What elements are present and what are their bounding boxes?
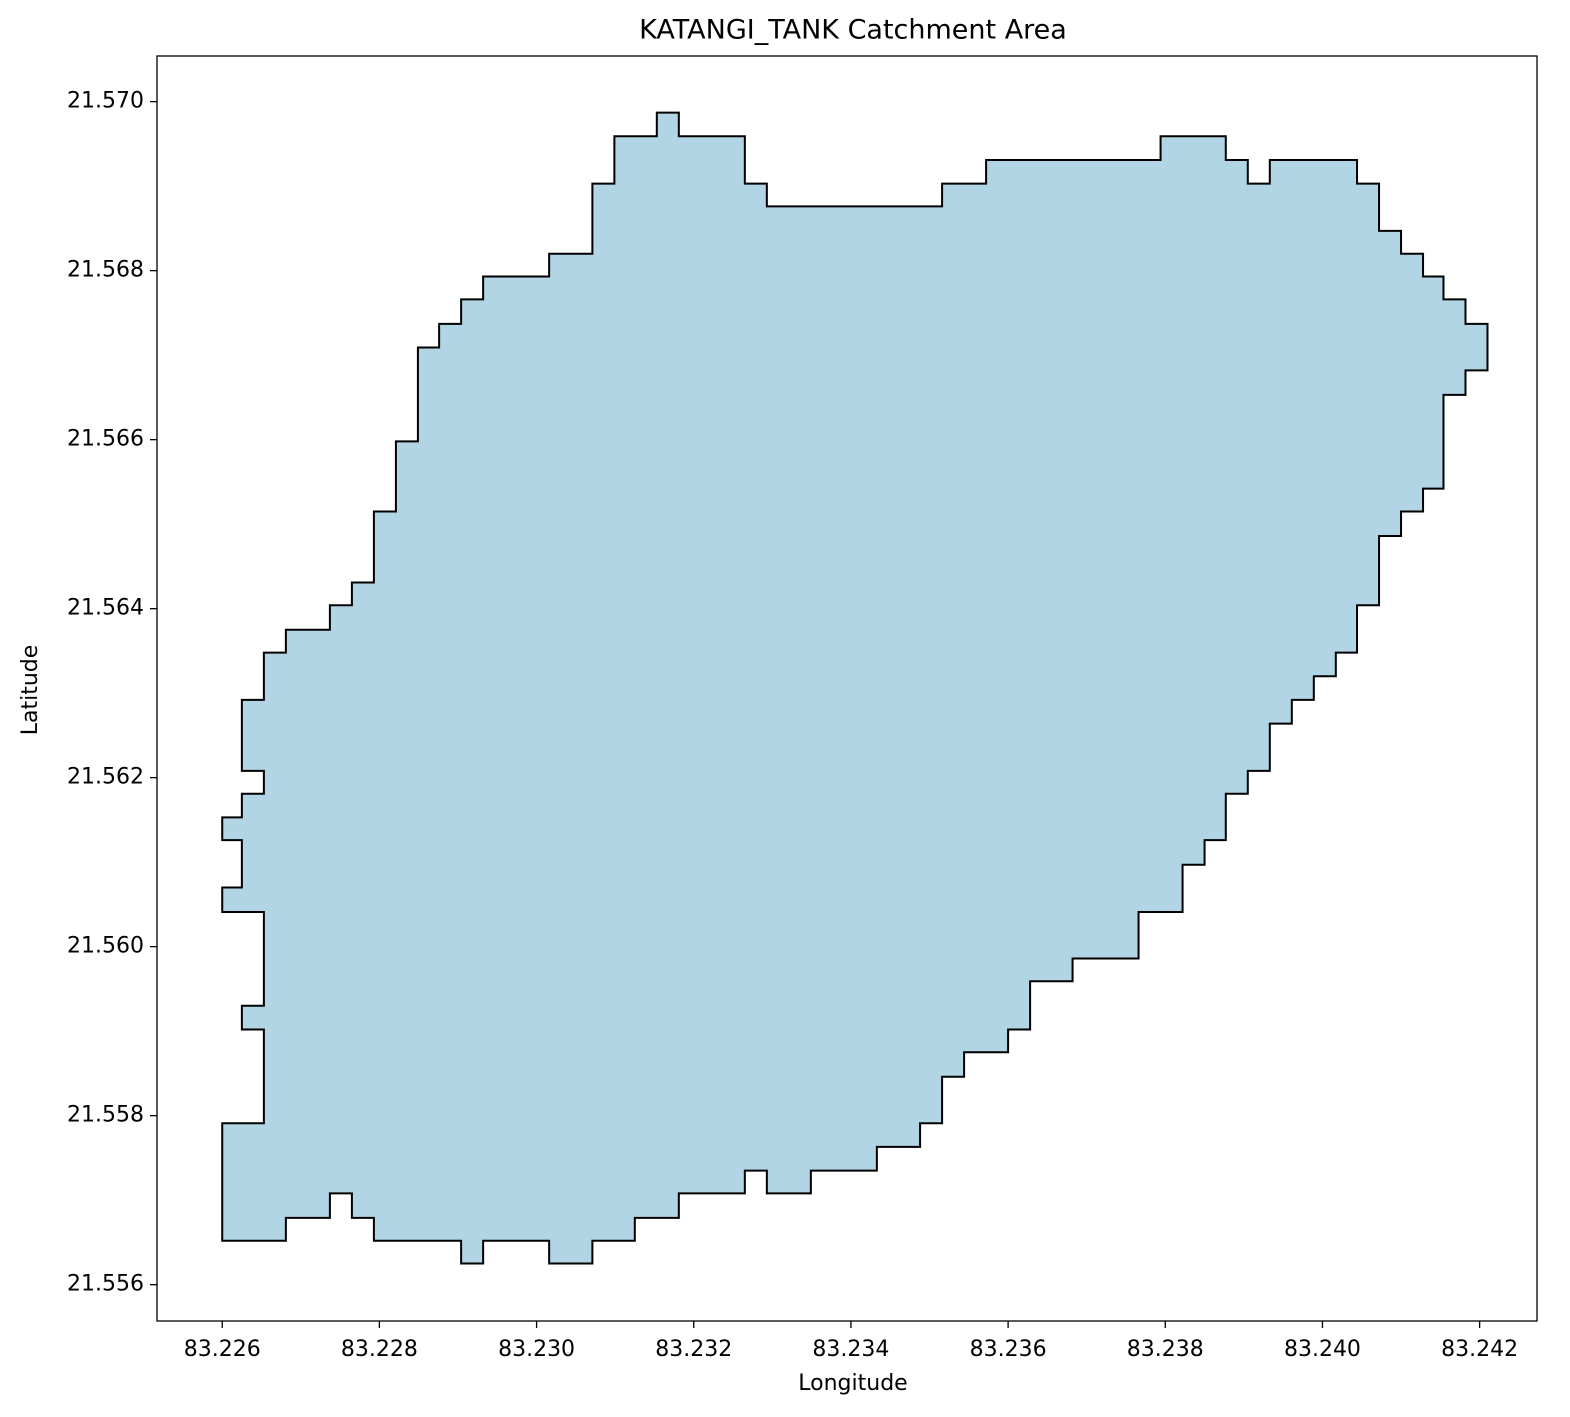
x-tick-label: 83.242	[1441, 1337, 1518, 1362]
x-tick-label: 83.240	[1284, 1337, 1361, 1362]
x-tick-label: 83.238	[1127, 1337, 1204, 1362]
x-axis-label: Longitude	[798, 1371, 907, 1396]
x-tick-label: 83.236	[970, 1337, 1047, 1362]
y-tick-label: 21.570	[67, 89, 144, 114]
x-tick-label: 83.234	[812, 1337, 889, 1362]
y-tick-label: 21.562	[67, 765, 144, 790]
y-tick-label: 21.558	[67, 1103, 144, 1128]
y-tick-label: 21.556	[67, 1272, 144, 1297]
plot-frame	[156, 55, 1538, 1322]
y-tick-label: 21.568	[67, 258, 144, 283]
y-tick-label: 21.566	[67, 427, 144, 452]
catchment-area	[221, 111, 1489, 1265]
y-axis-label: Latitude	[18, 645, 43, 736]
y-tick-label: 21.564	[67, 596, 144, 621]
x-tick-label: 83.226	[184, 1337, 261, 1362]
x-tick-label: 83.228	[341, 1337, 418, 1362]
chart-title: KATANGI_TANK Catchment Area	[639, 15, 1067, 46]
x-tick-label: 83.230	[498, 1337, 575, 1362]
y-tick-label: 21.560	[67, 934, 144, 959]
x-tick-label: 83.232	[655, 1337, 732, 1362]
